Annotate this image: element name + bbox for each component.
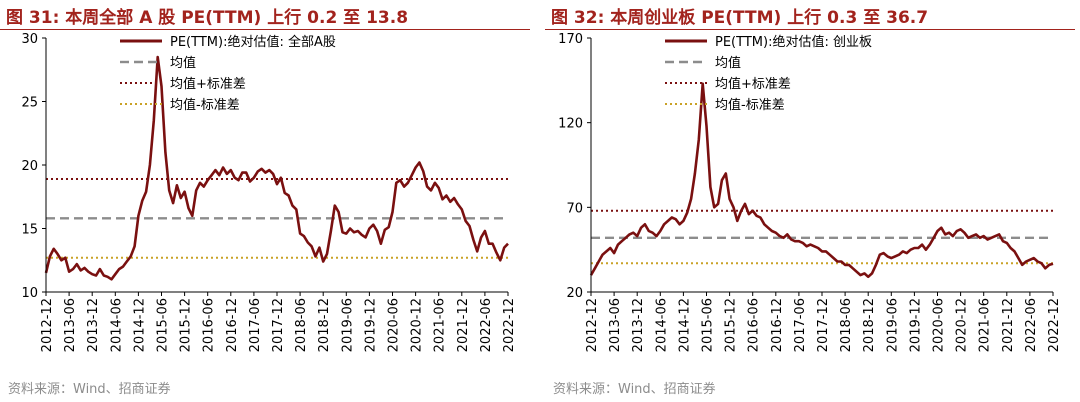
x-tick-label: 2018-06 <box>294 298 309 352</box>
pe-series-line <box>589 82 1054 279</box>
x-tick-label: 2016-12 <box>770 298 785 352</box>
legend-label: 均值+标准差 <box>170 76 246 92</box>
x-tick-label: 2012-12 <box>585 298 600 352</box>
x-tick-label: 2014-06 <box>654 298 669 352</box>
y-tick-label: 15 <box>21 223 38 238</box>
y-tick-label: 25 <box>21 96 38 111</box>
legend-label: 均值 <box>170 55 196 71</box>
x-tick-label: 2021-12 <box>456 298 471 352</box>
x-tick-label: 2020-12 <box>955 298 970 352</box>
pe-chart-all-a: 10 15 20 25 30 2012-12 2013-06 2013-12 2014-06 20… <box>21 32 517 352</box>
legend-label: 均值+标准差 <box>715 76 791 92</box>
x-tick-label: 2016-06 <box>747 298 762 352</box>
x-tick-label: 2016-12 <box>225 298 240 352</box>
x-tick-label: 2022-06 <box>479 298 494 352</box>
y-tick-label: 20 <box>21 159 38 174</box>
y-tick-label: 20 <box>566 286 583 301</box>
x-tick-label: 2015-12 <box>179 298 194 352</box>
chart-panel-all-a: 图 31: 本周全部 A 股 PE(TTM) 上行 0.2 至 13.8 10 1… <box>0 0 538 402</box>
legend-label: PE(TTM):绝对估值: 全部A股 <box>170 34 336 50</box>
x-tick-label: 2019-12 <box>363 298 378 352</box>
x-tick-label: 2021-06 <box>978 298 993 352</box>
x-tick-label: 2018-12 <box>862 298 877 352</box>
chart-panel-chinext: 图 32: 本周创业板 PE(TTM) 上行 0.3 至 36.7 20 70 12… <box>545 0 1080 402</box>
x-tick-label: 2022-12 <box>1047 298 1062 352</box>
legend-label: 均值-标准差 <box>170 97 240 113</box>
y-tick-label: 30 <box>21 32 38 47</box>
pe-chart-chinext: 20 70 120 170 2012-12 2013-06 2013-12 2014-06 20… <box>558 32 1062 352</box>
x-tick-label: 2015-06 <box>156 298 171 352</box>
x-tick-label: 2012-12 <box>40 298 55 352</box>
x-tick-label: 2013-12 <box>631 298 646 352</box>
x-tick-label: 2016-06 <box>202 298 217 352</box>
x-tick-label: 2022-12 <box>502 298 517 352</box>
x-tick-label: 2021-12 <box>1001 298 1016 352</box>
title-divider <box>545 29 1075 30</box>
x-tick-label: 2017-06 <box>248 298 263 352</box>
x-tick-label: 2018-06 <box>839 298 854 352</box>
x-tick-label: 2021-06 <box>433 298 448 352</box>
chart-title: 图 31: 本周全部 A 股 PE(TTM) 上行 0.2 至 13.8 <box>6 8 409 28</box>
source-note: 资料来源：Wind、招商证券 <box>553 382 716 397</box>
x-tick-label: 2017-12 <box>271 298 286 352</box>
y-tick-label: 10 <box>21 286 38 301</box>
x-tick-label: 2017-06 <box>793 298 808 352</box>
x-tick-label: 2017-12 <box>816 298 831 352</box>
x-tick-label: 2020-12 <box>410 298 425 352</box>
x-tick-label: 2014-12 <box>132 298 147 352</box>
legend-label: 均值-标准差 <box>715 97 785 113</box>
pe-series-line <box>44 55 509 281</box>
x-tick-label: 2022-06 <box>1024 298 1039 352</box>
x-tick-label: 2019-12 <box>908 298 923 352</box>
x-tick-label: 2014-06 <box>109 298 124 352</box>
x-tick-label: 2019-06 <box>340 298 355 352</box>
x-tick-label: 2018-12 <box>317 298 332 352</box>
x-tick-label: 2015-12 <box>724 298 739 352</box>
title-divider <box>0 29 530 30</box>
y-tick-label: 170 <box>558 32 583 47</box>
chart-title: 图 32: 本周创业板 PE(TTM) 上行 0.3 至 36.7 <box>551 8 929 28</box>
y-tick-label: 120 <box>558 117 583 132</box>
x-tick-label: 2014-12 <box>677 298 692 352</box>
x-tick-label: 2013-06 <box>608 298 623 352</box>
x-tick-label: 2019-06 <box>885 298 900 352</box>
x-tick-label: 2013-06 <box>63 298 78 352</box>
x-tick-label: 2020-06 <box>387 298 402 352</box>
y-tick-label: 70 <box>566 201 583 216</box>
x-tick-label: 2020-06 <box>932 298 947 352</box>
legend-label: PE(TTM):绝对估值: 创业板 <box>715 34 872 50</box>
source-note: 资料来源：Wind、招商证券 <box>8 382 171 397</box>
x-tick-label: 2015-06 <box>701 298 716 352</box>
x-tick-label: 2013-12 <box>86 298 101 352</box>
legend-label: 均值 <box>715 55 741 71</box>
